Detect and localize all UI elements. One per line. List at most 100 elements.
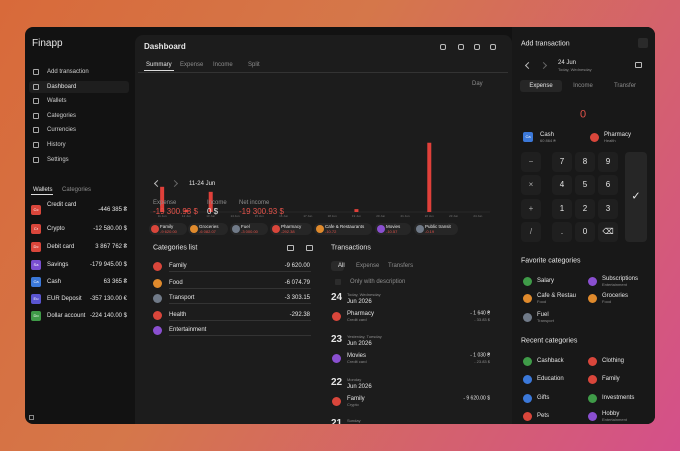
nav-item[interactable]: Currencies bbox=[47, 127, 77, 134]
key[interactable] bbox=[598, 199, 618, 219]
account-name[interactable]: Cash bbox=[540, 132, 555, 138]
section-title: Recent categories bbox=[521, 337, 578, 345]
key[interactable] bbox=[521, 152, 541, 172]
key[interactable] bbox=[575, 175, 595, 195]
category-name[interactable]: Subscriptions bbox=[602, 276, 639, 282]
icon bbox=[152, 278, 162, 288]
category-name[interactable]: Food bbox=[169, 280, 183, 286]
transaction-name[interactable]: Movies bbox=[347, 353, 367, 359]
chip-amount: -3 000.00 bbox=[241, 229, 258, 234]
category-name[interactable]: Clothing bbox=[602, 358, 625, 364]
category-chip[interactable] bbox=[414, 223, 458, 235]
collapse-icon bbox=[29, 415, 34, 420]
nav-item[interactable]: Wallets bbox=[47, 98, 67, 105]
category-name[interactable]: Entertainment bbox=[169, 327, 207, 333]
key[interactable] bbox=[521, 199, 541, 219]
key[interactable] bbox=[552, 199, 572, 219]
wallet-name[interactable]: Cash bbox=[47, 279, 62, 285]
tab[interactable]: Transfers bbox=[388, 263, 414, 269]
tab[interactable]: Expense bbox=[180, 62, 204, 68]
type-tab[interactable]: Transfer bbox=[613, 83, 637, 89]
key[interactable] bbox=[598, 222, 618, 242]
icon bbox=[189, 225, 198, 233]
wallet-name[interactable]: Credit card bbox=[47, 202, 77, 208]
category-name[interactable]: Pets bbox=[537, 413, 550, 419]
tab[interactable]: Split bbox=[248, 62, 260, 68]
wallet-name[interactable]: Dollar account bbox=[47, 313, 86, 319]
key[interactable] bbox=[552, 175, 572, 195]
key[interactable] bbox=[552, 152, 572, 172]
tab[interactable]: Expense bbox=[356, 263, 380, 269]
category-name[interactable]: Family bbox=[169, 263, 187, 269]
wallet-name[interactable]: Crypto bbox=[47, 226, 65, 232]
category-chip[interactable] bbox=[270, 223, 312, 235]
category-chip[interactable] bbox=[314, 223, 372, 235]
prev-date[interactable] bbox=[524, 61, 533, 70]
tab[interactable]: Summary bbox=[146, 62, 172, 68]
nav-item[interactable]: Add transaction bbox=[47, 69, 89, 75]
toolbar-icon[interactable] bbox=[440, 44, 446, 50]
transaction-name[interactable]: Family bbox=[347, 396, 365, 402]
key[interactable] bbox=[598, 152, 618, 172]
transaction-name[interactable]: Pharmacy bbox=[347, 311, 375, 317]
category-name[interactable]: Salary bbox=[537, 278, 555, 284]
key-label: + bbox=[528, 204, 534, 213]
key[interactable] bbox=[552, 222, 572, 242]
chip-name: Movies bbox=[386, 223, 401, 229]
tab[interactable]: All bbox=[338, 263, 345, 269]
key[interactable] bbox=[575, 199, 595, 219]
section-icon[interactable] bbox=[306, 245, 313, 251]
category-amount: -3 303.15 bbox=[284, 295, 310, 301]
category-name[interactable]: Fuel bbox=[537, 312, 549, 318]
nav-icon bbox=[33, 112, 39, 119]
category-name[interactable]: Groceries bbox=[602, 293, 629, 299]
checkbox[interactable] bbox=[335, 279, 341, 285]
wallet-name[interactable]: Debit card bbox=[47, 244, 75, 250]
category-name[interactable]: Family bbox=[602, 376, 620, 382]
section-icon[interactable] bbox=[287, 245, 294, 251]
icon bbox=[587, 293, 597, 303]
category-name[interactable]: Gifts bbox=[537, 395, 550, 401]
category-name[interactable]: Pharmacy bbox=[604, 132, 632, 138]
submit-button[interactable] bbox=[625, 152, 647, 242]
type-tab[interactable]: Expense bbox=[529, 83, 553, 89]
key[interactable] bbox=[521, 175, 541, 195]
toolbar-icon[interactable] bbox=[474, 44, 480, 50]
next-date[interactable] bbox=[539, 61, 548, 70]
category-name[interactable]: Cashback bbox=[537, 358, 564, 364]
section-title: Transactions bbox=[331, 244, 371, 252]
category-name[interactable]: Investments bbox=[602, 395, 635, 401]
nav-item[interactable]: Categories bbox=[47, 112, 77, 119]
interval-select[interactable]: Day bbox=[472, 81, 483, 87]
toolbar-icon[interactable] bbox=[490, 44, 496, 50]
category-name[interactable]: Cafe & Restau bbox=[537, 293, 577, 299]
category-name[interactable]: Hobby bbox=[602, 411, 620, 417]
type-tab[interactable]: Income bbox=[573, 83, 593, 89]
sidebar-tab[interactable]: Wallets bbox=[33, 187, 53, 193]
key[interactable] bbox=[521, 222, 541, 242]
sidebar-tab[interactable]: Categories bbox=[62, 187, 92, 193]
nav-item[interactable]: Settings bbox=[47, 156, 69, 163]
key[interactable] bbox=[598, 175, 618, 195]
category-chip[interactable] bbox=[230, 223, 268, 235]
nav-item[interactable]: History bbox=[47, 142, 66, 148]
category-name[interactable]: Education bbox=[537, 376, 564, 382]
nav-item[interactable]: Dashboard bbox=[47, 83, 77, 90]
category-group: Entertainment bbox=[602, 282, 627, 287]
key[interactable] bbox=[575, 222, 595, 242]
category-name[interactable]: Transport bbox=[169, 295, 195, 301]
note-icon[interactable] bbox=[635, 62, 642, 68]
tab[interactable]: Income bbox=[213, 62, 233, 68]
chip-amount: -9 620.00 bbox=[160, 229, 177, 234]
wallet-name[interactable]: EUR Deposit bbox=[47, 296, 82, 302]
wallet-name[interactable]: Savings bbox=[47, 262, 69, 268]
close-button[interactable] bbox=[638, 38, 648, 48]
category-name[interactable]: Health bbox=[169, 312, 187, 318]
wallet-amount: -357 130.00 € bbox=[89, 296, 127, 302]
category-group: Food bbox=[537, 299, 547, 304]
category-chip[interactable] bbox=[188, 223, 228, 235]
toolbar-icon[interactable] bbox=[458, 44, 464, 50]
category-chip[interactable] bbox=[149, 223, 187, 235]
key[interactable] bbox=[575, 152, 595, 172]
icon bbox=[152, 293, 162, 303]
